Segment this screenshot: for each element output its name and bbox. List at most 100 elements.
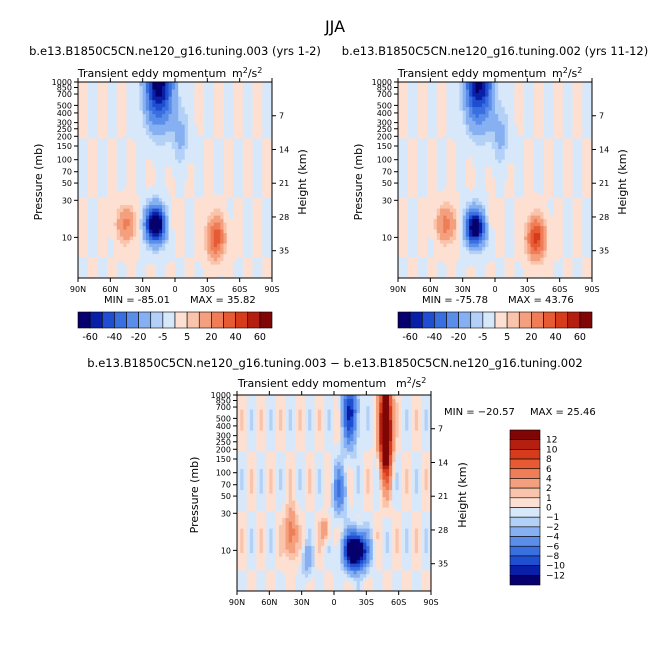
heatmap-cell [446, 131, 451, 136]
heatmap-cell [100, 169, 105, 174]
heatmap-cell [427, 117, 431, 122]
heatmap-cell [259, 267, 263, 272]
heatmap-cell [482, 120, 486, 125]
heatmap-cell [220, 166, 225, 171]
heatmap-cell [465, 215, 470, 220]
heatmap-cell [233, 260, 238, 265]
heatmap-cell [184, 190, 189, 195]
heatmap-cell [478, 138, 483, 143]
heatmap-cell [136, 229, 141, 234]
heatmap-cell [436, 257, 441, 262]
heatmap-cell [107, 197, 111, 202]
heatmap-cell [152, 253, 157, 258]
heatmap-cell [162, 92, 166, 97]
heatmap-cell [213, 225, 218, 230]
heatmap-cell [194, 166, 199, 171]
heatmap-cell [181, 138, 186, 143]
heatmap-cell [187, 148, 192, 153]
heatmap-cell [200, 103, 205, 108]
heatmap-cell [268, 85, 272, 90]
heatmap-cell [440, 250, 444, 255]
heatmap-cell [142, 103, 147, 108]
heatmap-cell [103, 194, 108, 199]
heatmap-cell [145, 250, 150, 255]
heatmap-cell [410, 82, 415, 87]
heatmap-cell [126, 271, 131, 276]
heatmap-cell [90, 134, 95, 139]
heatmap-cell [475, 271, 480, 276]
heatmap-cell [197, 173, 202, 178]
heatmap-cell [126, 103, 131, 108]
heatmap-cell [414, 117, 418, 122]
heatmap-cell [207, 190, 212, 195]
heatmap-cell [168, 257, 173, 262]
colorbar-swatch [259, 311, 273, 329]
heatmap-cell [475, 155, 480, 160]
heatmap-cell [239, 99, 244, 104]
heatmap-cell [229, 159, 234, 164]
heatmap-cell [200, 194, 205, 199]
heatmap-cell [100, 113, 105, 118]
heatmap-cell [262, 155, 267, 160]
heatmap-cell [252, 243, 257, 248]
heatmap-cell [162, 169, 166, 174]
heatmap-cell [220, 138, 225, 143]
heatmap-cell [475, 85, 480, 90]
heatmap-cell [126, 257, 131, 262]
heatmap-cell [87, 246, 92, 251]
heatmap-cell [90, 89, 95, 94]
heatmap-cell [78, 267, 82, 272]
heatmap-cell [436, 99, 441, 104]
heatmap-cell [158, 204, 163, 209]
heatmap-cell [456, 253, 461, 258]
heatmap-cell [446, 180, 451, 185]
heatmap-cell [187, 117, 192, 122]
heatmap-cell [233, 253, 238, 258]
heatmap-cell [194, 215, 199, 220]
heatmap-cell [472, 113, 477, 118]
heatmap-cell [236, 183, 241, 188]
heatmap-cell [100, 173, 105, 178]
heatmap-cell [207, 159, 212, 164]
heatmap-cell [171, 197, 176, 202]
heatmap-cell [462, 222, 467, 227]
heatmap-cell [103, 187, 108, 192]
heatmap-cell [175, 180, 179, 185]
heatmap-cell [81, 145, 86, 150]
heatmap-cell [404, 250, 409, 255]
heatmap-cell [465, 113, 470, 118]
heatmap-cell [217, 120, 221, 125]
heatmap-cell [249, 96, 254, 101]
heatmap-cell [204, 183, 208, 188]
heatmap-cell [191, 106, 195, 111]
heatmap-cell [259, 124, 263, 129]
heatmap-cell [200, 197, 205, 202]
heatmap-cell [452, 99, 457, 104]
heatmap-cell [433, 117, 438, 122]
heatmap-cell [452, 197, 457, 202]
heatmap-cell [139, 197, 144, 202]
heatmap-cell [191, 271, 195, 276]
heatmap-cell [187, 250, 192, 255]
heatmap-cell [417, 82, 422, 87]
heatmap-cell [78, 211, 82, 216]
colorbar-swatch [89, 311, 103, 329]
heatmap-cell [472, 236, 477, 241]
heatmap-cell [449, 274, 454, 278]
heatmap-cell [204, 145, 208, 150]
heatmap-cell [449, 106, 454, 111]
heatmap-cell [113, 197, 118, 202]
heatmap-cell [223, 124, 228, 129]
heatmap-cell [158, 257, 163, 262]
heatmap-cell [459, 124, 464, 129]
heatmap-cell [423, 152, 428, 157]
heatmap-cell [436, 243, 441, 248]
heatmap-cell [398, 103, 402, 108]
heatmap-cell [103, 124, 108, 129]
heatmap-cell [210, 264, 215, 269]
heatmap-cell [456, 271, 461, 276]
heatmap-cell [440, 211, 444, 216]
heatmap-cell [100, 82, 105, 87]
heatmap-cell [436, 176, 441, 181]
heatmap-cell [401, 155, 406, 160]
